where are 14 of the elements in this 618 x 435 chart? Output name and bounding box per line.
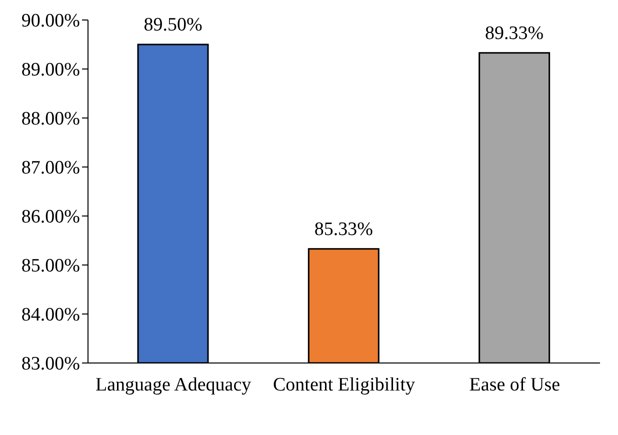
y-tick-label: 84.00% xyxy=(21,304,80,326)
x-tick-label: Language Adequacy xyxy=(96,374,252,396)
data-label: 89.33% xyxy=(485,22,544,44)
y-tick-label: 83.00% xyxy=(21,354,80,375)
y-tick-label: 90.00% xyxy=(21,10,80,32)
y-tick-label: 85.00% xyxy=(21,256,80,277)
y-tick-label: 87.00% xyxy=(21,158,80,179)
y-tick-label: 86.00% xyxy=(21,206,80,228)
data-label: 85.33% xyxy=(314,218,374,240)
data-label: 89.50% xyxy=(144,14,202,36)
x-tick-label: Content Eligibility xyxy=(273,374,416,396)
y-tick-label: 88.00% xyxy=(21,108,80,130)
y-tick-label: 89.00% xyxy=(21,60,80,81)
x-tick-label: Ease of Use xyxy=(469,374,560,396)
